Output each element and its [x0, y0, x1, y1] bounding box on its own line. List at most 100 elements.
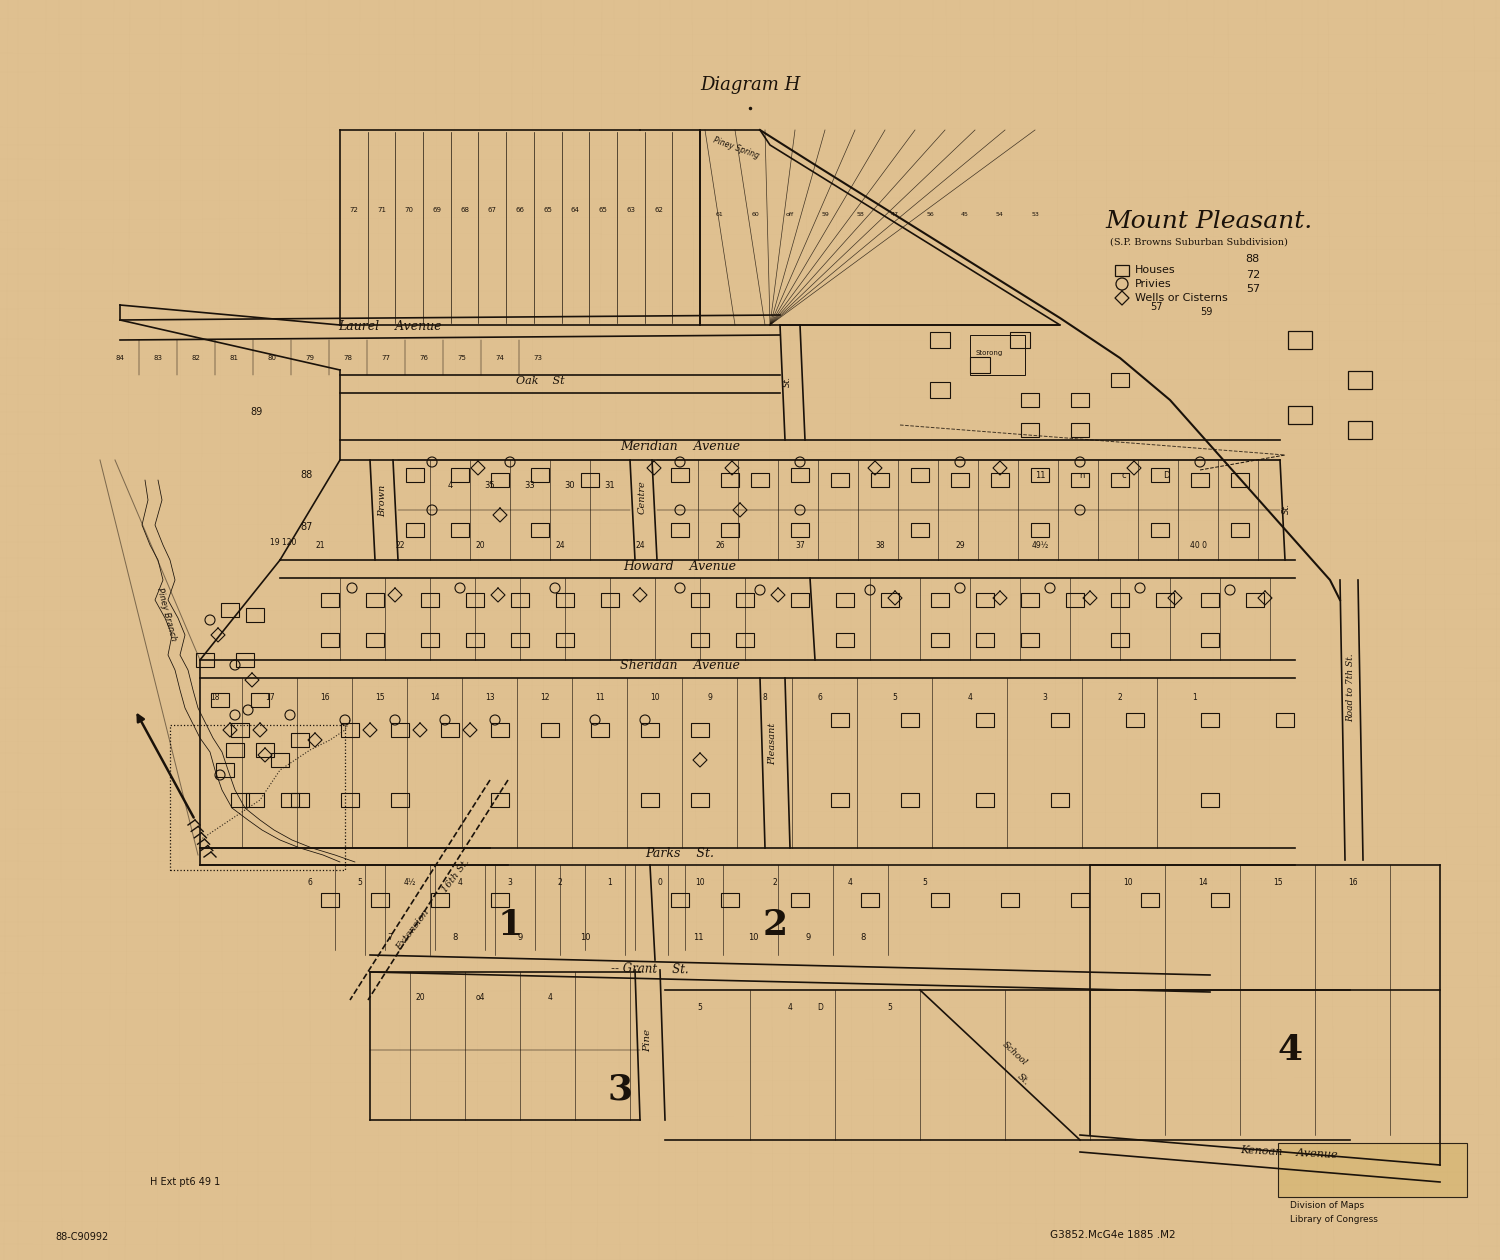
Bar	[1288, 406, 1312, 425]
Text: 24: 24	[555, 541, 566, 551]
Bar	[1202, 593, 1219, 607]
Text: 84: 84	[116, 355, 124, 362]
Text: 4: 4	[447, 481, 453, 490]
Bar	[466, 593, 484, 607]
Text: 57: 57	[1150, 302, 1162, 312]
Bar	[790, 893, 808, 907]
Bar	[490, 472, 508, 488]
Text: 88: 88	[300, 470, 312, 480]
Bar	[1066, 593, 1084, 607]
Text: 12: 12	[540, 693, 549, 702]
Text: 16: 16	[1348, 878, 1358, 887]
Bar	[531, 523, 549, 537]
Text: Wells or Cisterns: Wells or Cisterns	[1136, 294, 1227, 302]
Text: 57: 57	[1246, 284, 1260, 294]
Text: 4½: 4½	[404, 878, 416, 887]
Text: 49½: 49½	[1032, 541, 1048, 551]
Text: 22: 22	[396, 541, 405, 551]
Bar	[1071, 893, 1089, 907]
Bar	[236, 653, 254, 667]
Text: Library of Congress: Library of Congress	[1290, 1215, 1378, 1223]
Text: 17: 17	[266, 693, 274, 702]
Text: 88-C90992: 88-C90992	[56, 1232, 108, 1242]
Text: 78: 78	[344, 355, 352, 362]
Text: 65: 65	[543, 207, 552, 213]
Text: Kenoan    Avenue: Kenoan Avenue	[1240, 1145, 1338, 1160]
Bar	[220, 604, 238, 617]
Bar	[670, 467, 688, 483]
Bar	[1210, 893, 1228, 907]
Text: 14: 14	[430, 693, 439, 702]
Bar	[976, 633, 994, 646]
Text: 79: 79	[306, 355, 315, 362]
Bar	[902, 793, 920, 806]
Text: 7: 7	[387, 932, 393, 942]
Text: 60: 60	[752, 213, 759, 218]
Bar	[321, 893, 339, 907]
Text: 18: 18	[210, 693, 219, 702]
Text: 74: 74	[495, 355, 504, 362]
Bar	[1288, 331, 1312, 349]
Bar	[226, 743, 244, 757]
Bar	[930, 382, 950, 398]
Bar	[790, 523, 808, 537]
Bar	[790, 593, 808, 607]
Bar	[170, 724, 345, 869]
Bar	[422, 593, 440, 607]
Bar	[1112, 593, 1130, 607]
Text: Sheridan    Avenue: Sheridan Avenue	[620, 659, 740, 672]
Bar	[1150, 523, 1168, 537]
Bar	[1022, 633, 1040, 646]
Text: off: off	[786, 213, 794, 218]
Text: 6: 6	[818, 693, 822, 702]
Bar	[910, 523, 928, 537]
Bar	[976, 593, 994, 607]
Text: 38: 38	[874, 541, 885, 551]
Text: 4: 4	[548, 993, 552, 1002]
Text: 11: 11	[596, 693, 604, 702]
Text: Houses: Houses	[1136, 265, 1176, 275]
Text: 13: 13	[484, 693, 495, 702]
Bar	[392, 723, 410, 737]
Text: 66: 66	[516, 207, 525, 213]
Text: 1: 1	[1192, 693, 1197, 702]
Bar	[542, 723, 560, 737]
Bar	[291, 793, 309, 806]
Text: Extension: Extension	[394, 907, 432, 953]
Text: 15: 15	[1274, 878, 1282, 887]
Bar	[246, 793, 264, 806]
Bar	[531, 467, 549, 483]
Text: Storong: Storong	[975, 350, 1002, 357]
Text: St.: St.	[783, 375, 792, 387]
Text: St.: St.	[1016, 1072, 1031, 1087]
Bar	[736, 593, 754, 607]
Bar	[1030, 523, 1048, 537]
Text: 3: 3	[1042, 693, 1047, 702]
Text: n: n	[1080, 471, 1084, 480]
Text: 15: 15	[375, 693, 386, 702]
Text: 68: 68	[460, 207, 470, 213]
Text: -- Grant    St.: -- Grant St.	[610, 961, 689, 976]
Text: 8: 8	[762, 693, 768, 702]
Text: D: D	[1162, 471, 1170, 480]
Text: 10: 10	[1124, 878, 1132, 887]
Bar	[211, 693, 230, 707]
Text: 14: 14	[1198, 878, 1208, 887]
Text: 89: 89	[251, 407, 262, 417]
Bar	[692, 723, 709, 737]
Bar	[871, 472, 889, 488]
Text: 5: 5	[922, 878, 927, 887]
Bar	[1246, 593, 1264, 607]
Text: 3: 3	[608, 1074, 633, 1108]
Bar	[932, 893, 950, 907]
Bar	[366, 633, 384, 646]
Text: School: School	[1000, 1040, 1029, 1067]
Text: G3852.McG4e 1885 .M2: G3852.McG4e 1885 .M2	[1050, 1230, 1176, 1240]
Bar	[466, 633, 484, 646]
Bar	[736, 633, 754, 646]
Bar	[836, 633, 854, 646]
Text: 1: 1	[498, 908, 522, 942]
Bar	[1112, 472, 1130, 488]
Text: 5: 5	[357, 878, 363, 887]
Text: 56: 56	[926, 213, 934, 218]
